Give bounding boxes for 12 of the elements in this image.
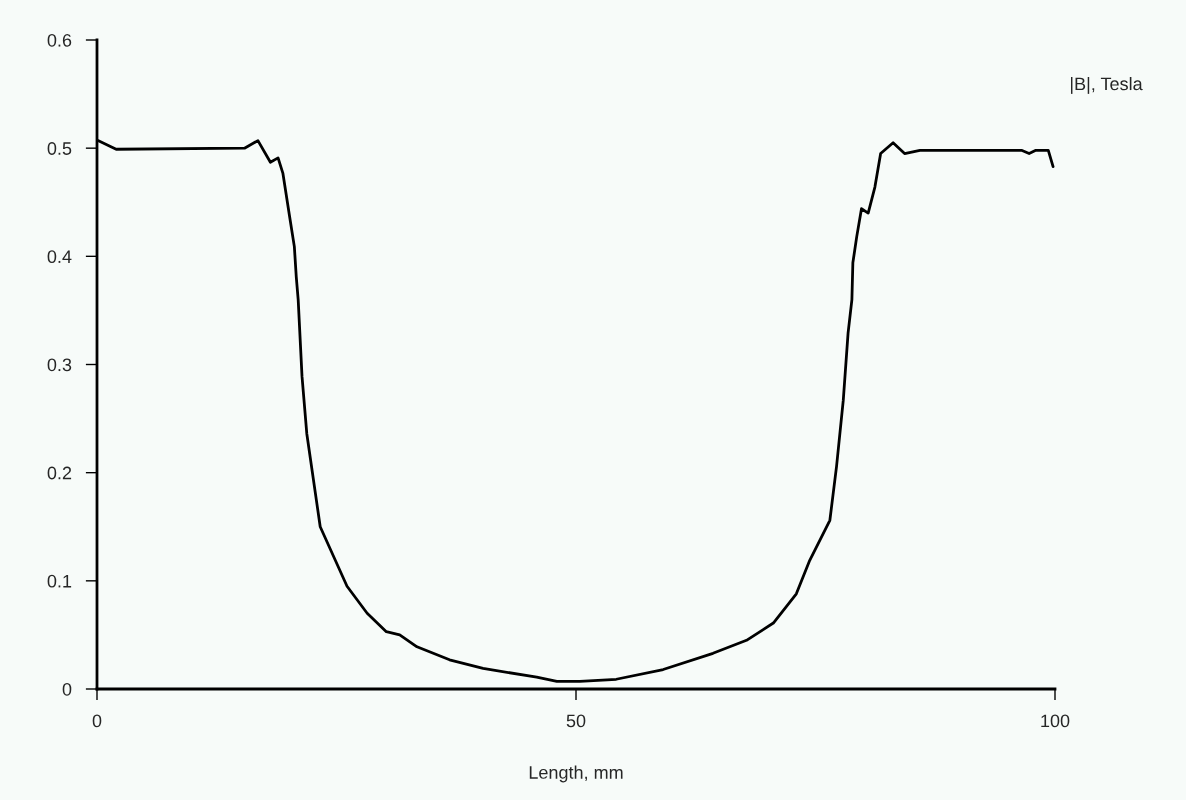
y-tick-label: 0.4: [47, 250, 72, 264]
y-tick-label: 0.5: [47, 142, 72, 155]
x-tick-label: 100: [1041, 714, 1070, 728]
x-tick-label: 0: [92, 714, 102, 728]
y-tick-label: 0.1: [47, 574, 72, 588]
x-tick-label: 50: [566, 714, 586, 728]
x-axis-title: Length, mm: [529, 765, 623, 783]
y-tick-label: 0: [62, 682, 72, 696]
y-tick-label: 0.3: [47, 358, 72, 372]
y-tick-label: 0.2: [47, 466, 72, 480]
y-axis-title: |B|, Tesla: [1070, 76, 1143, 94]
y-tick-label: 0.6: [47, 33, 72, 47]
